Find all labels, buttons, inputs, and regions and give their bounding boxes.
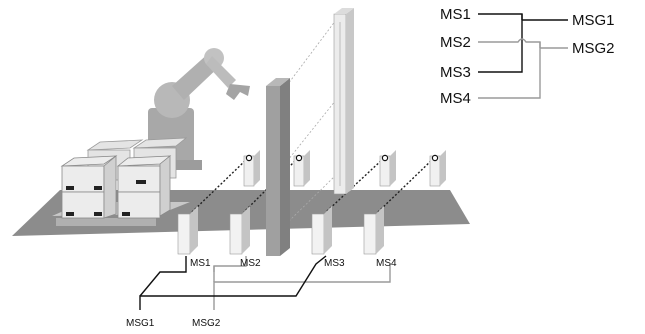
robot-arm [140,48,250,170]
scene-label-msg2: MSG2 [192,318,221,329]
legend-input-ms2: MS2 [440,34,471,51]
msg1-wire [139,255,327,310]
pallet-with-boxes [52,137,190,226]
front-sensor-posts [177,206,384,255]
scene-label-msg1: MSG1 [126,318,155,329]
legend-input-ms1: MS1 [440,6,471,23]
grouping-legend [478,13,568,99]
tall-column-back [333,8,354,195]
light-beams-tall [281,19,337,223]
msg1-branch [139,256,187,297]
legend-output-msg1: MSG1 [572,12,615,29]
legend-output-msg2: MSG2 [572,40,615,57]
legend-input-ms4: MS4 [440,90,471,107]
group-wiring [139,255,391,310]
legend-input-ms3: MS3 [440,64,471,81]
tall-column-front [266,78,290,256]
scene-label-ms3: MS3 [324,258,345,269]
scene-label-ms4: MS4 [376,258,397,269]
scene-label-ms2: MS2 [240,258,261,269]
back-sensor-posts [243,150,446,187]
scene-label-ms1: MS1 [190,258,211,269]
